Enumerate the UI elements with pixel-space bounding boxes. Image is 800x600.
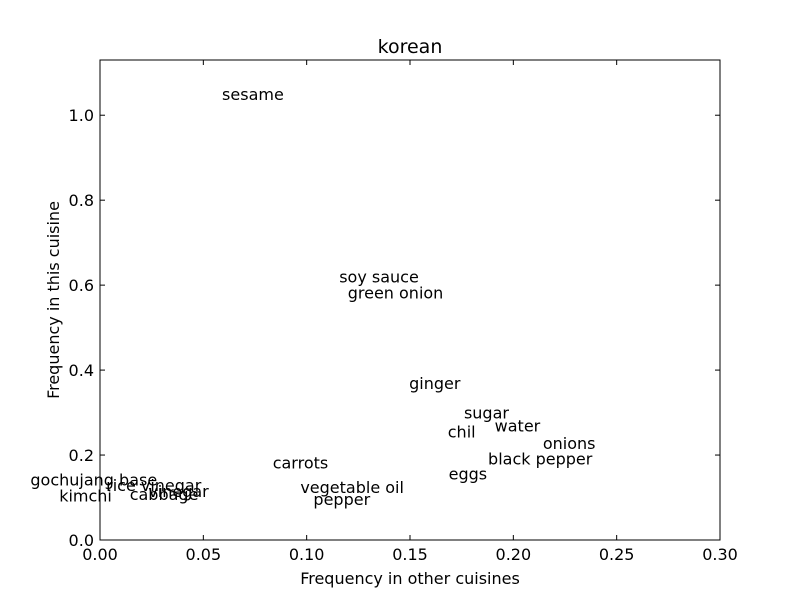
point-label: rice vinegar: [106, 476, 202, 495]
x-tick-label: 0.20: [496, 545, 532, 564]
y-tick-label: 1.0: [69, 106, 94, 125]
point-label: water: [495, 416, 541, 435]
point-label: kimchi: [59, 486, 112, 505]
point-label: soy sauce: [339, 268, 419, 287]
y-axis-ticks: 0.0 0.2 0.4 0.6 0.8 1.0: [69, 106, 720, 550]
y-tick-label: 0.4: [69, 361, 94, 380]
point-label: ginger: [409, 374, 461, 393]
x-tick-label: 0.30: [702, 545, 738, 564]
x-tick-label: 0.00: [82, 545, 118, 564]
point-label: eggs: [449, 464, 488, 483]
point-label: vinegar: [148, 482, 209, 501]
point-label: cabbage: [130, 485, 199, 504]
point-label: chil: [448, 422, 476, 441]
y-tick-label: 0.6: [69, 276, 94, 295]
point-label: sesame: [222, 85, 284, 104]
point-label: pepper: [313, 490, 370, 509]
point-label: green onion: [348, 283, 444, 302]
point-label: onions: [543, 434, 596, 453]
point-label: carrots: [273, 453, 329, 472]
point-label: sugar: [464, 404, 509, 423]
chart-title: korean: [378, 36, 443, 58]
point-label: black pepper: [488, 449, 593, 468]
x-tick-label: 0.05: [186, 545, 222, 564]
x-axis-label: Frequency in other cuisines: [300, 569, 520, 588]
x-tick-label: 0.15: [392, 545, 428, 564]
y-tick-label: 0.2: [69, 446, 94, 465]
x-tick-label: 0.10: [289, 545, 325, 564]
y-axis-label: Frequency in this cuisine: [44, 201, 63, 399]
point-label: vegetable oil: [300, 478, 404, 497]
x-tick-label: 0.25: [599, 545, 635, 564]
plot-frame: [99, 59, 721, 541]
y-tick-label: 0.0: [69, 531, 94, 550]
y-tick-label: 0.8: [69, 191, 94, 210]
point-label: gochujang base: [30, 470, 157, 489]
